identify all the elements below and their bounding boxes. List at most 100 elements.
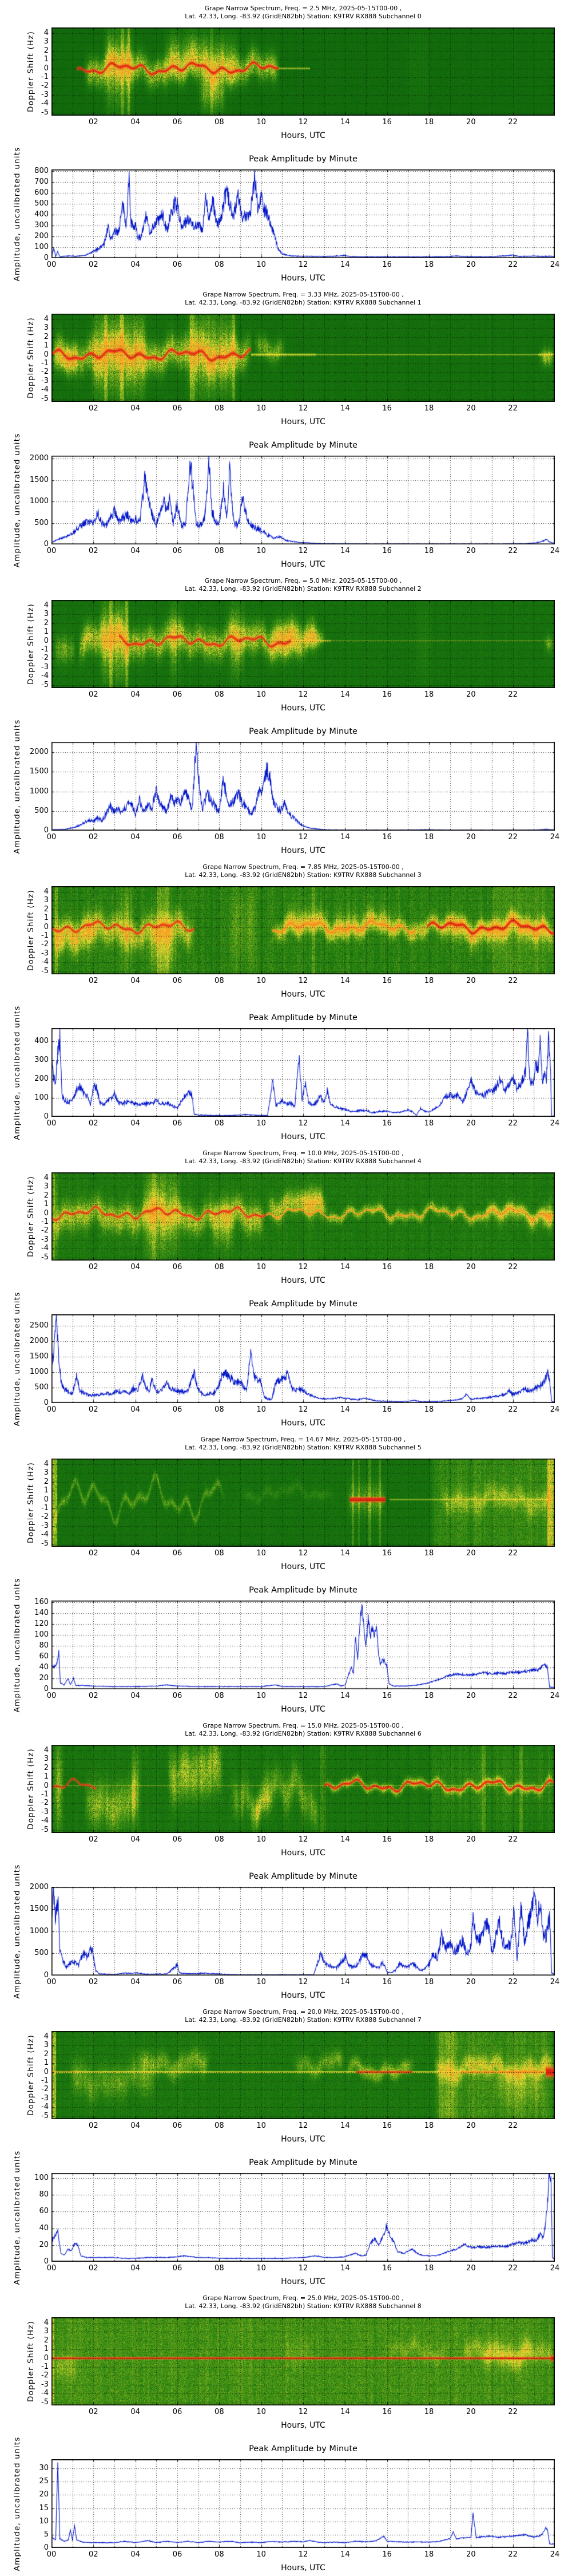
x-tick-label: 18 [424,1119,434,1128]
y-tick-label: -2 [41,2085,49,2094]
x-tick-label: 14 [340,118,350,127]
x-tick-label: 00 [46,2264,57,2273]
x-tick-label: 08 [214,547,224,555]
x-tick-label: 22 [508,260,518,269]
amplitude-x-axis-label: Hours, UTC [281,1991,325,2000]
y-tick-label: 2000 [29,1882,49,1891]
spectrogram-canvas [51,1459,555,1547]
x-tick-label: 06 [172,1405,182,1414]
y-tick-label: 1 [43,2059,49,2068]
y-tick-label: 10 [39,2516,49,2526]
x-tick-label: 16 [382,1978,392,1986]
x-tick-label: 18 [424,1978,434,1986]
y-tick-label: -3 [41,2093,49,2103]
x-tick-label: 18 [424,2550,434,2559]
amplitude-canvas [51,1314,555,1403]
x-tick-label: 06 [172,118,182,127]
x-tick-label: 16 [382,2550,392,2559]
x-tick-label: 22 [508,1692,518,1700]
y-tick-label: 400 [34,1037,49,1046]
x-tick-label: 04 [130,404,140,413]
x-tick-label: 00 [46,1692,57,1700]
y-tick-label: 0 [43,64,49,73]
y-tick-label: -4 [41,2103,49,2112]
x-tick-label: 14 [340,547,350,555]
x-tick-label: 06 [172,977,182,985]
x-tick-label: 22 [508,1978,518,1986]
figure-subchannel-7: Grape Narrow Spectrum, Freq. = 20.0 MHz,… [0,2004,572,2290]
x-tick-label: 14 [340,1549,350,1558]
spectrogram-title-line1: Grape Narrow Spectrum, Freq. = 2.5 MHz, … [204,5,402,12]
spectrogram-canvas [51,1745,555,1833]
y-tick-label: 0 [43,2257,49,2266]
y-tick-label: -2 [41,2371,49,2380]
x-tick-label: 02 [89,833,98,841]
x-tick-label: 16 [382,260,392,269]
x-tick-label: 02 [89,1119,98,1128]
x-tick-label: 08 [214,1263,224,1271]
x-tick-label: 14 [340,1835,350,1844]
x-tick-label: 16 [382,833,392,841]
x-tick-label: 00 [46,833,57,841]
x-tick-label: 08 [214,977,224,985]
x-tick-label: 04 [130,1692,140,1700]
x-tick-label: 02 [89,2550,98,2559]
y-tick-label: 2 [43,332,49,341]
y-tick-label: 1 [43,1200,49,1209]
amplitude-x-axis-label: Hours, UTC [281,846,325,855]
y-tick-label: -5 [41,2111,49,2120]
spectrogram-title-line1: Grape Narrow Spectrum, Freq. = 3.33 MHz,… [202,291,404,298]
x-tick-label: 04 [130,118,140,127]
spectrogram-title-line1: Grape Narrow Spectrum, Freq. = 15.0 MHz,… [202,1722,404,1729]
x-tick-label: 10 [256,833,266,841]
y-tick-label: 20 [39,2490,49,2499]
x-tick-label: 14 [340,404,350,413]
x-tick-label: 14 [340,2408,350,2416]
y-tick-label: 1500 [29,1905,49,1914]
figure-subchannel-1: Grape Narrow Spectrum, Freq. = 3.33 MHz,… [0,286,572,572]
y-tick-label: 3 [43,610,49,619]
x-tick-label: 16 [382,1405,392,1414]
x-tick-label: 24 [550,260,560,269]
y-tick-label: 60 [39,1652,49,1661]
x-tick-label: 24 [550,2264,560,2273]
x-tick-label: 08 [214,1978,224,1986]
x-tick-label: 22 [508,547,518,555]
x-tick-label: 04 [130,1549,140,1558]
spectrogram-canvas [51,600,555,688]
spectrogram-title-line2: Lat. 42.33, Long. -83.92 (GridEN82bh) St… [185,1444,422,1451]
y-tick-label: 2000 [29,454,49,463]
y-tick-label: 3 [43,1468,49,1477]
y-tick-label: -3 [41,1521,49,1530]
y-tick-label: -1 [41,359,49,368]
y-tick-label: -5 [41,1253,49,1262]
x-tick-label: 14 [340,1405,350,1414]
x-tick-label: 08 [214,2550,224,2559]
y-tick-label: 40 [39,2223,49,2233]
x-tick-label: 20 [466,2408,476,2416]
y-tick-label: 0 [43,1781,49,1790]
y-tick-label: -5 [41,108,49,117]
y-tick-label: 600 [34,188,49,197]
y-tick-label: 1500 [29,1352,49,1361]
y-tick-label: 0 [43,2353,49,2362]
y-tick-label: 20 [39,1673,49,1682]
x-tick-label: 12 [298,2408,308,2416]
y-tick-label: 0 [43,922,49,931]
x-tick-label: 24 [550,1119,560,1128]
x-tick-label: 02 [89,1835,98,1844]
y-tick-label: 200 [34,231,49,240]
y-tick-label: -4 [41,99,49,108]
x-tick-label: 00 [46,260,57,269]
x-tick-label: 10 [256,1978,266,1986]
y-tick-label: 2 [43,2049,49,2059]
x-tick-label: 10 [256,2408,266,2416]
x-tick-label: 08 [214,1835,224,1844]
x-tick-label: 14 [340,690,350,699]
x-tick-label: 08 [214,1119,224,1128]
x-tick-label: 24 [550,1692,560,1700]
x-tick-label: 04 [130,1119,140,1128]
x-tick-label: 04 [130,1263,140,1271]
y-tick-label: -1 [41,645,49,654]
spectrogram-x-axis-label: Hours, UTC [281,1562,325,1571]
